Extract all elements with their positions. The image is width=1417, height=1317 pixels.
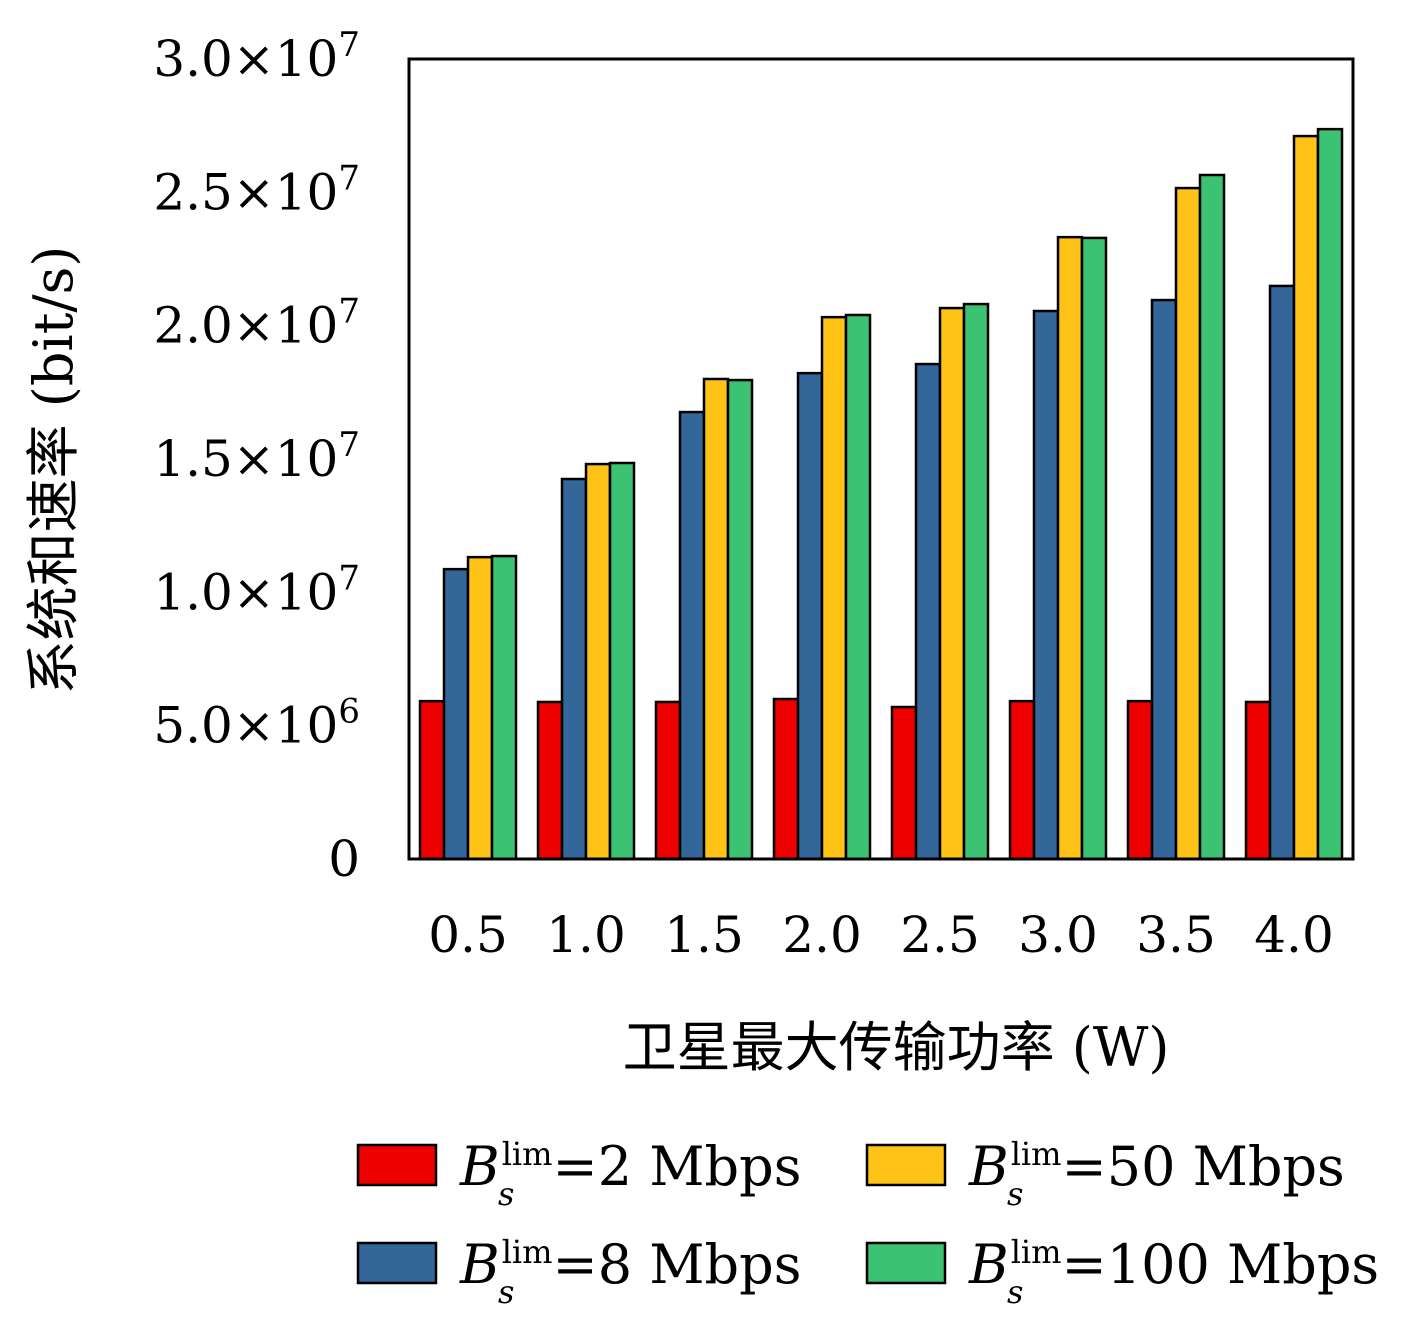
bar (1080, 236, 1108, 861)
bar (938, 306, 966, 861)
x-tick-label: 2.5 (900, 906, 980, 964)
bar (844, 313, 872, 861)
bar (608, 461, 636, 861)
x-tick-label: 2.0 (782, 906, 862, 964)
x-tick-label: 3.0 (1018, 906, 1098, 964)
bar (796, 371, 824, 861)
legend-label: Blim=8 Mbps (459, 1233, 801, 1296)
legend-swatch (356, 1241, 438, 1285)
x-tick-label: 1.5 (664, 906, 744, 964)
bar (726, 378, 754, 861)
legend-label: Blim=2 Mbps (459, 1135, 801, 1198)
y-tick-label: 1.0×107 (153, 558, 360, 621)
legend-swatch (865, 1241, 947, 1285)
x-tick-label: 0.5 (428, 906, 508, 964)
bar (820, 315, 848, 861)
bar (418, 699, 446, 861)
x-tick-label: 1.0 (546, 906, 626, 964)
bar (1032, 309, 1060, 861)
legend-label: Blim=50 Mbps (968, 1135, 1345, 1198)
bar (442, 567, 470, 861)
legend-swatch (865, 1143, 947, 1187)
y-tick-label: 1.5×107 (153, 425, 360, 488)
bar (490, 554, 518, 861)
y-tick-label: 0 (328, 830, 360, 888)
bar (914, 362, 942, 861)
bar (536, 700, 564, 861)
bar (890, 705, 918, 861)
y-tick-label: 2.0×107 (153, 292, 360, 355)
bar (1244, 700, 1272, 861)
bar (1268, 284, 1296, 861)
bar (1316, 127, 1344, 861)
bar (1174, 186, 1202, 861)
y-axis-label: 系统和速率 (bit/s) (22, 246, 85, 695)
legend-subscript: s (498, 1175, 514, 1213)
legend-swatch (356, 1143, 438, 1187)
y-tick-label: 3.0×107 (153, 25, 360, 88)
bar (772, 697, 800, 861)
legend-label: Blim=100 Mbps (968, 1233, 1379, 1296)
legend-subscript: s (498, 1273, 514, 1311)
x-tick-label: 4.0 (1254, 906, 1334, 964)
bar (654, 700, 682, 861)
bar (678, 410, 706, 861)
bar (962, 302, 990, 861)
bar (560, 477, 588, 861)
legend-subscript: s (1007, 1273, 1023, 1311)
x-tick-labels: 0.5 1.0 1.5 2.0 2.5 3.0 3.5 4.0 (428, 906, 1334, 964)
bar (584, 462, 612, 861)
bar (466, 555, 494, 861)
bar (1008, 699, 1036, 861)
bar (1198, 173, 1226, 861)
bar (1056, 235, 1084, 861)
x-tick-label: 3.5 (1136, 906, 1216, 964)
x-axis-label: 卫星最大传输功率 (W) (623, 1016, 1170, 1079)
bar (1150, 298, 1178, 861)
plot-frame (407, 57, 1355, 861)
bar (1292, 134, 1320, 861)
bars (418, 127, 1344, 861)
y-tick-label: 5.0×106 (153, 692, 360, 755)
bar (702, 377, 730, 861)
legend-subscript: s (1007, 1175, 1023, 1213)
y-tick-label: 2.5×107 (153, 158, 360, 221)
y-tick-labels: 0 5.0×106 1.0×107 1.5×107 2.0×107 2.5×107 3.0×… (153, 25, 360, 888)
bar (1126, 699, 1154, 861)
